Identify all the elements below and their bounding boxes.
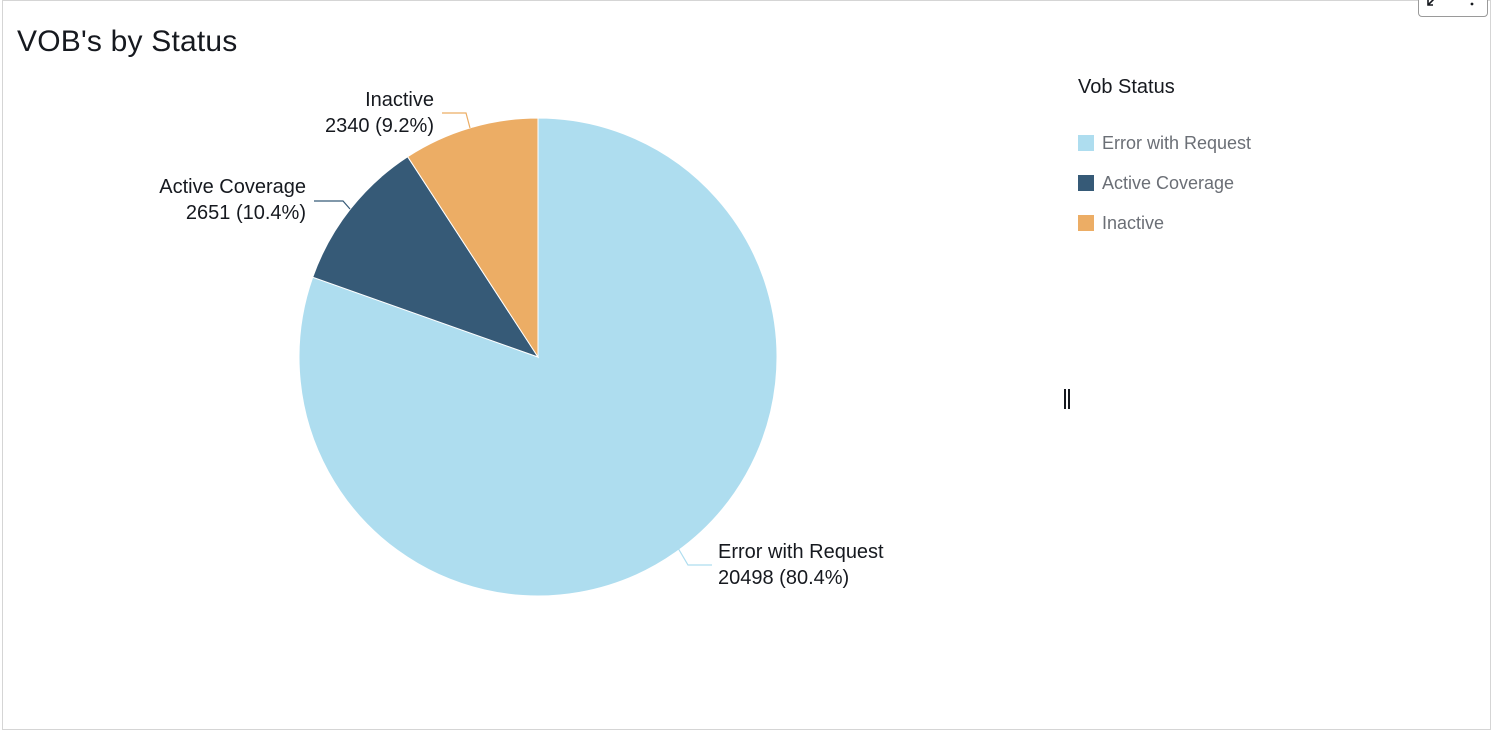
resize-handle[interactable]	[1063, 389, 1073, 411]
data-label-category: Active Coverage	[159, 176, 306, 198]
legend-label: Inactive	[1102, 212, 1165, 233]
legend-swatch	[1078, 215, 1094, 231]
pie-slice-active-coverage[interactable]	[312, 155, 540, 358]
data-label-value: 2340 (9.2%)	[325, 115, 434, 137]
expand-arrow-icon[interactable]	[1425, 0, 1439, 10]
legend-item-active-coverage[interactable]: Active Coverage	[1078, 163, 1408, 203]
legend-label: Active Coverage	[1102, 172, 1235, 193]
leader-line	[677, 547, 712, 566]
legend-label: Error with Request	[1102, 132, 1252, 153]
data-label-value: 20498 (80.4%)	[718, 567, 849, 589]
legend-swatch	[1078, 175, 1094, 191]
leader-line	[442, 112, 471, 129]
data-label-category: Inactive	[365, 89, 434, 111]
more-vertical-icon[interactable]	[1469, 0, 1475, 10]
chart-legend: Vob Status Error with Request Active Cov…	[1078, 76, 1408, 243]
data-label-value: 2651 (10.4%)	[186, 202, 306, 224]
leader-line	[314, 200, 351, 210]
legend-swatch	[1078, 135, 1094, 151]
pie-chart: Error with Request 20498 (80.4%) Active Co…	[159, 89, 884, 597]
legend-item-inactive[interactable]: Inactive	[1078, 203, 1408, 243]
legend-item-error-with-request[interactable]: Error with Request	[1078, 123, 1408, 163]
data-label-category: Error with Request	[718, 541, 884, 563]
chart-title: VOB's by Status	[17, 25, 238, 58]
legend-title: Vob Status	[1078, 76, 1175, 98]
visual-toolbar	[1418, 0, 1488, 17]
